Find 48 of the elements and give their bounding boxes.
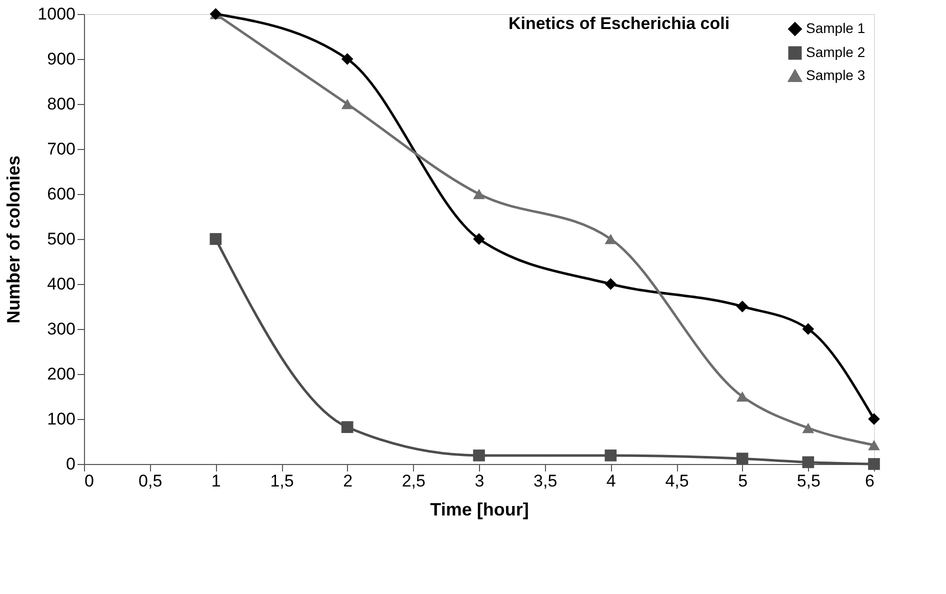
y-tick-label: 900 <box>47 50 76 68</box>
x-tick-label: 4 <box>606 472 616 490</box>
x-tick-label: 6 <box>865 472 874 490</box>
point <box>604 278 617 290</box>
x-tick-label: 2,5 <box>402 472 426 490</box>
point <box>341 421 354 434</box>
y-tick-label: 300 <box>47 320 76 338</box>
point <box>736 452 748 465</box>
y-tick-label: 600 <box>47 184 76 204</box>
y-tick-label: 800 <box>47 94 76 114</box>
x-tick-label: 5,5 <box>796 472 820 490</box>
x-tick-label: 5 <box>738 472 748 490</box>
point <box>210 233 222 245</box>
point <box>802 456 814 468</box>
point <box>802 422 814 434</box>
x-tick-label: 0 <box>84 472 94 490</box>
chart-title: Kinetics of Escherichia coli <box>508 14 730 33</box>
x-axis-title: Time [hour] <box>430 500 529 520</box>
y-tick-label: 400 <box>47 274 76 294</box>
legend-label: Sample 2 <box>806 44 866 60</box>
y-tick-label: 700 <box>47 140 76 158</box>
x-tick-label: 4,5 <box>665 472 689 490</box>
point <box>341 53 354 65</box>
point <box>868 440 880 450</box>
x-tick-label: 1 <box>211 472 221 490</box>
y-axis-title: Number of colonies <box>4 155 24 324</box>
x-tick-label: 0,5 <box>138 472 162 490</box>
point <box>473 450 485 462</box>
point <box>473 233 485 245</box>
y-tick-label: 1000 <box>38 4 76 24</box>
x-tick-label: 2 <box>343 472 353 490</box>
y-tick-label: 500 <box>47 230 76 248</box>
y-tick-label: 200 <box>47 364 76 384</box>
x-tick-label: 1,5 <box>270 472 294 490</box>
point <box>736 300 748 312</box>
point <box>604 234 617 244</box>
point <box>736 391 748 402</box>
x-tick-label: 3,5 <box>534 472 558 490</box>
point <box>868 413 880 425</box>
point <box>802 323 814 335</box>
point <box>341 98 354 110</box>
legend-label: Sample 3 <box>806 67 866 83</box>
legend-label: Sample 1 <box>806 20 866 36</box>
y-tick-label: 100 <box>47 410 76 428</box>
point <box>604 450 617 462</box>
y-tick-label: 0 <box>66 454 76 474</box>
x-tick-label: 3 <box>474 472 484 490</box>
point <box>473 188 485 200</box>
